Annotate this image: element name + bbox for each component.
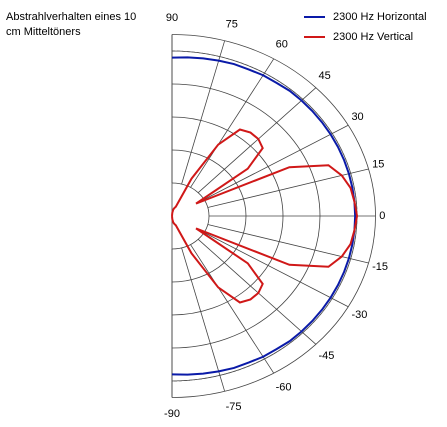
spoke xyxy=(207,168,369,208)
angle-label: -75 xyxy=(226,401,242,413)
spoke xyxy=(203,232,349,308)
angle-label: -30 xyxy=(351,309,367,321)
angle-label: 60 xyxy=(276,38,288,50)
legend-label: 2300 Hz Vertical xyxy=(333,31,413,43)
spoke xyxy=(190,244,275,374)
angle-label: 0 xyxy=(379,210,385,222)
angle-label: -60 xyxy=(276,381,292,393)
series-line xyxy=(171,56,357,376)
spoke xyxy=(203,124,349,200)
angle-label: 45 xyxy=(319,70,331,82)
angle-label: 30 xyxy=(351,111,363,123)
angle-label: 75 xyxy=(226,19,238,31)
angle-label: -90 xyxy=(164,408,180,420)
spoke xyxy=(181,247,226,392)
angle-label: -45 xyxy=(319,350,335,362)
spoke xyxy=(197,87,317,193)
chart-title: Abstrahlverhalten eines 10 cm Mitteltöne… xyxy=(6,11,137,38)
legend-label: 2300 Hz Horizontal xyxy=(333,11,427,23)
angle-label: 15 xyxy=(372,159,384,171)
spoke xyxy=(207,224,369,264)
spoke xyxy=(190,58,275,188)
angle-label: 90 xyxy=(166,12,178,24)
angle-label: -15 xyxy=(372,261,388,273)
spoke xyxy=(181,40,226,185)
spoke xyxy=(197,239,317,345)
grid-ring xyxy=(171,182,210,250)
series-line xyxy=(171,128,359,304)
